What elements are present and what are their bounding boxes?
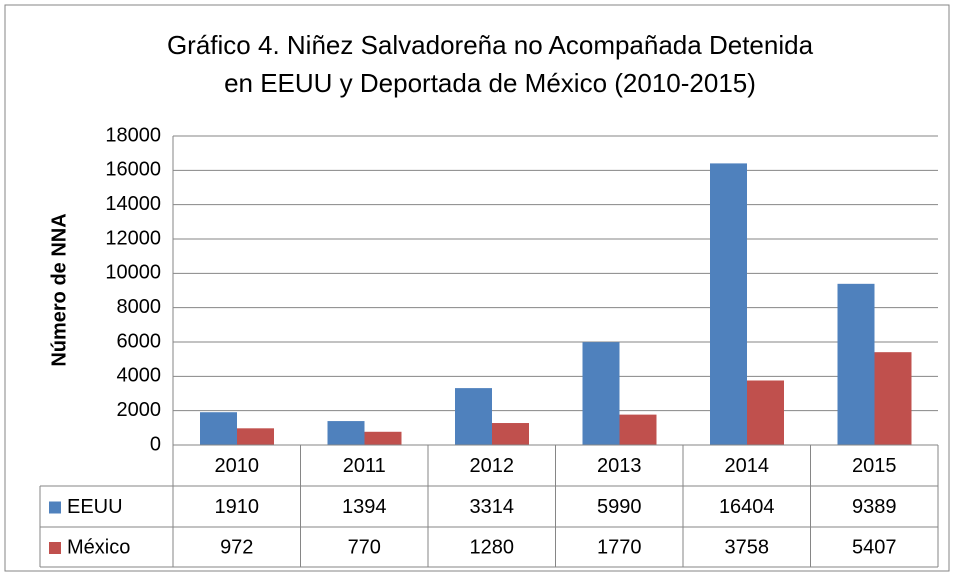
y-tick-label: 18000: [105, 124, 161, 146]
y-tick-label: 0: [150, 433, 161, 455]
table-value: 1770: [597, 536, 642, 558]
y-tick-label: 8000: [117, 296, 162, 318]
x-tick-label: 2011: [343, 455, 386, 477]
table-value: 16404: [719, 496, 775, 518]
y-tick-label: 6000: [117, 330, 162, 352]
y-axis-label: Número de NNA: [48, 213, 70, 366]
x-tick-label: 2010: [215, 455, 260, 477]
y-tick-label: 16000: [105, 159, 161, 181]
legend-key: [49, 501, 61, 514]
y-tick-label: 10000: [105, 262, 161, 284]
x-tick-label: 2014: [725, 455, 770, 477]
x-tick-label: 2015: [852, 455, 897, 477]
table-value: 972: [220, 536, 253, 558]
bar: [619, 414, 657, 445]
table-value: 3758: [725, 536, 770, 558]
bar: [582, 342, 620, 445]
legend-key: [49, 542, 61, 554]
y-tick-label: 2000: [117, 399, 162, 421]
y-tick-label: 12000: [105, 227, 161, 249]
y-tick-label: 14000: [105, 193, 161, 215]
chart-border: [4, 4, 950, 572]
x-tick-label: 2013: [597, 455, 642, 477]
legend-label: EEUU: [67, 496, 123, 518]
bar: [327, 421, 365, 445]
table-value: 1394: [342, 496, 387, 518]
bar: [492, 423, 529, 445]
table-value: 770: [348, 536, 381, 558]
bar: [874, 352, 912, 445]
table-value: 1910: [215, 496, 260, 518]
bar: [237, 428, 274, 445]
y-tick-label: 4000: [117, 365, 162, 387]
bar: [364, 431, 402, 445]
chart-title: en EEUU y Deportada de México (2010-2015…: [224, 68, 756, 98]
x-tick-label: 2012: [470, 455, 515, 477]
table-value: 5407: [852, 536, 897, 558]
table-value: 5990: [597, 496, 642, 518]
bar: [747, 380, 784, 445]
bar: [200, 412, 237, 445]
chart-title: Gráfico 4. Niñez Salvadoreña no Acompaña…: [167, 30, 814, 60]
legend-label: México: [67, 536, 130, 558]
bar: [710, 163, 747, 445]
bar: [455, 388, 492, 445]
table-value: 9389: [852, 496, 897, 518]
bar: [837, 283, 875, 445]
table-value: 1280: [470, 536, 515, 558]
table-value: 3314: [470, 496, 515, 518]
